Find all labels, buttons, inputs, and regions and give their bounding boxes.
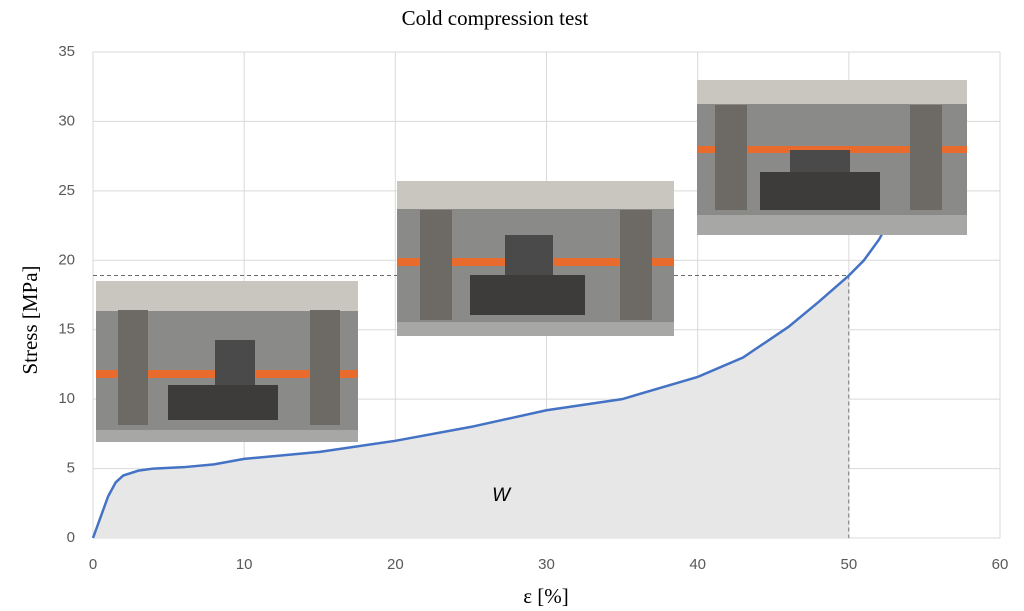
x-axis-label: ε [%]: [523, 584, 569, 608]
area-label: W: [492, 485, 512, 506]
y-axis-label: Stress [MPa]: [18, 265, 42, 374]
x-tick-label: 0: [89, 556, 97, 573]
line: [91, 224, 888, 539]
y-tick-label: 0: [67, 529, 75, 546]
y-tick-label: 35: [58, 43, 75, 60]
photo: [96, 281, 358, 442]
y-tick-label: 15: [58, 321, 75, 338]
y-tick-label: 25: [58, 182, 75, 199]
x-tick-label: 20: [387, 556, 404, 573]
photos: [96, 80, 967, 442]
x-tick-label: 10: [236, 556, 253, 573]
y-tick-label: 30: [58, 112, 75, 129]
y-tick-label: 10: [58, 390, 75, 407]
x-tick-label: 60: [992, 556, 1009, 573]
photo: [697, 80, 967, 235]
chart-title: Cold compression test: [402, 6, 589, 30]
x-tick-label: 30: [538, 556, 555, 573]
y-tick-label: 20: [58, 251, 75, 268]
area-fill: [93, 275, 849, 538]
x-tick-label: 50: [840, 556, 857, 573]
x-tick-label: 40: [689, 556, 706, 573]
y-tick-label: 5: [67, 460, 75, 477]
photo: [397, 181, 674, 336]
